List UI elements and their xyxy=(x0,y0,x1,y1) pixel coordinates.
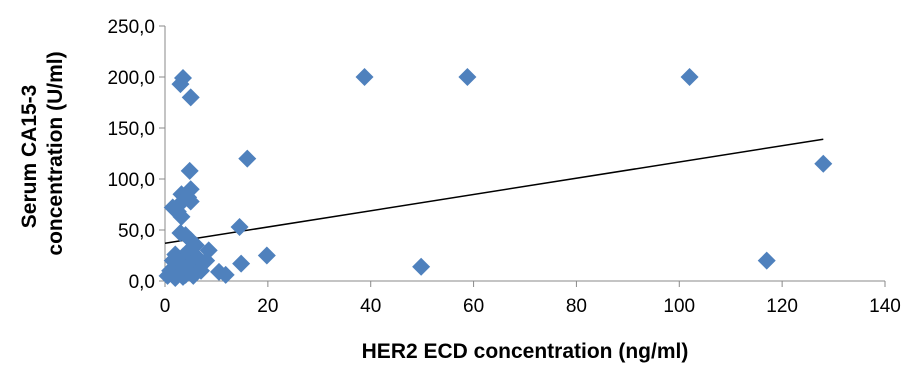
y-tick-label: 100,0 xyxy=(107,170,155,191)
y-tick-label: 250,0 xyxy=(107,17,155,38)
y-tick-label: 50,0 xyxy=(118,221,155,242)
y-axis-title: Serum CA15-3 concentration (U/ml) xyxy=(18,51,67,255)
y-axis-title-line-2: concentration (U/ml) xyxy=(44,51,67,255)
x-tick-label: 0 xyxy=(160,296,171,317)
data-point xyxy=(171,75,190,94)
y-axis-title-line-1: Serum CA15-3 xyxy=(18,85,41,229)
data-point xyxy=(179,242,198,261)
x-axis-title: HER2 ECD concentration (ng/ml) xyxy=(362,340,689,363)
y-tick-label: 150,0 xyxy=(107,119,155,140)
data-point xyxy=(181,88,200,107)
data-point xyxy=(814,154,833,173)
data-point xyxy=(230,217,249,236)
data-point xyxy=(257,246,276,265)
data-point xyxy=(192,261,210,280)
data-point xyxy=(180,161,199,180)
x-axis-ticks: 0 20 40 60 80 100 120 140 xyxy=(160,281,901,317)
x-tick-label: 120 xyxy=(766,296,798,317)
x-tick-label: 80 xyxy=(566,296,587,317)
data-point xyxy=(412,257,431,276)
x-tick-label: 100 xyxy=(663,296,695,317)
x-tick-label: 60 xyxy=(463,296,484,317)
data-point xyxy=(172,207,191,226)
data-point xyxy=(232,254,251,273)
data-point xyxy=(238,149,257,168)
y-tick-label: 200,0 xyxy=(107,68,155,89)
axes xyxy=(164,26,885,282)
x-tick-label: 40 xyxy=(360,296,381,317)
data-point xyxy=(680,68,699,86)
x-tick-label: 20 xyxy=(257,296,278,317)
y-tick-label: 0,0 xyxy=(129,272,155,293)
data-points xyxy=(158,68,833,287)
data-point xyxy=(216,265,235,284)
data-point xyxy=(757,251,776,270)
trendline xyxy=(164,138,824,245)
trendline-layer xyxy=(164,138,824,245)
x-tick-label: 140 xyxy=(869,296,901,317)
data-point xyxy=(458,68,477,86)
data-point xyxy=(166,268,185,287)
y-axis-ticks: 0,0 50,0 100,0 150,0 200,0 250,0 xyxy=(107,17,165,293)
data-point xyxy=(355,68,374,86)
